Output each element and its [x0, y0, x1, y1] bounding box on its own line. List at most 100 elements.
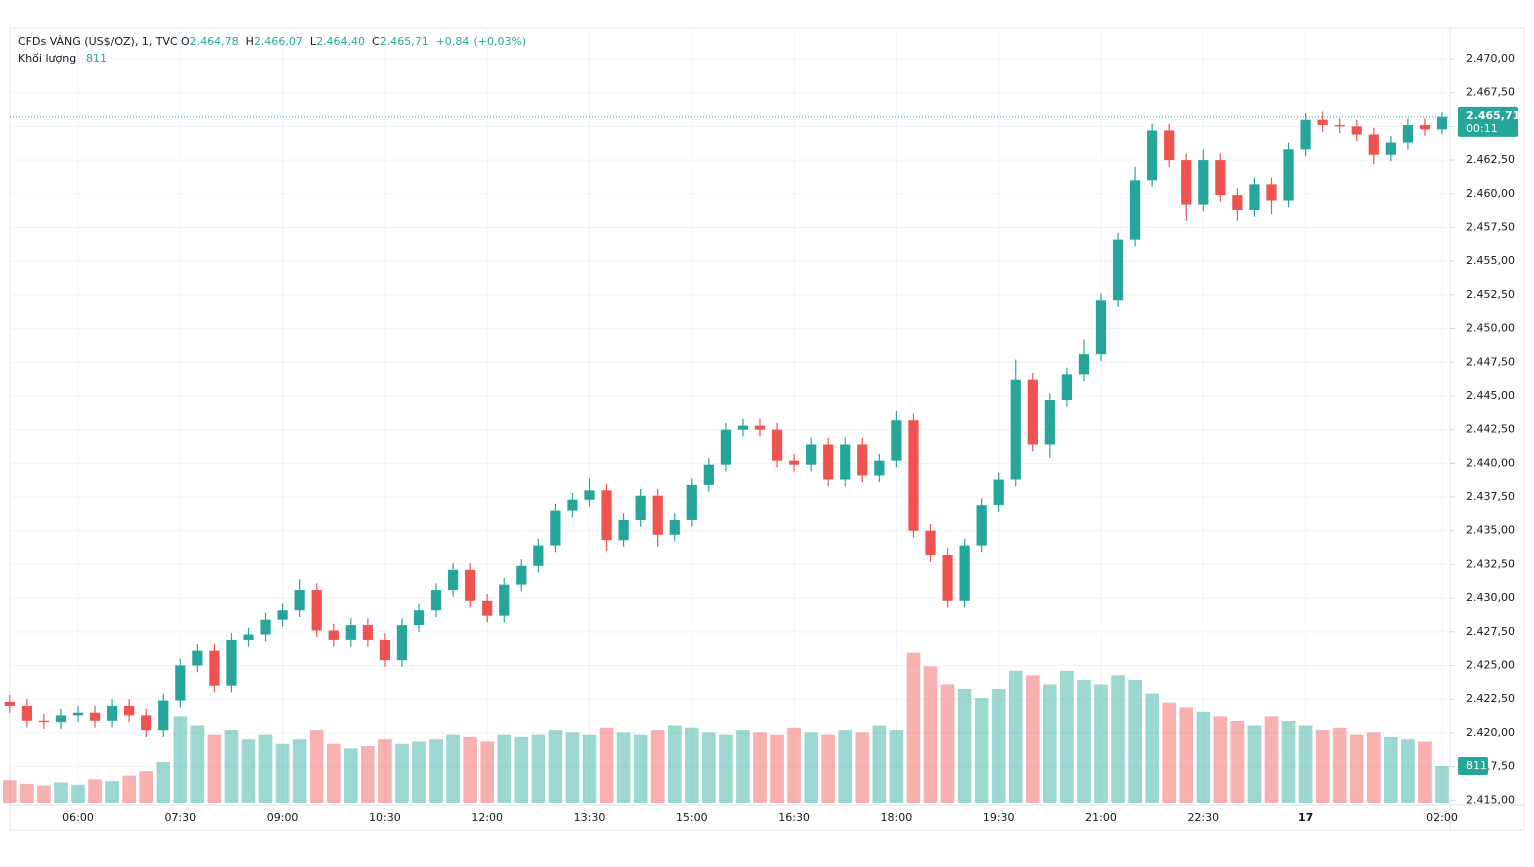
candle-body [1385, 142, 1396, 155]
candle-body [516, 565, 527, 585]
volume-bar [1094, 684, 1108, 803]
candle-body [1351, 126, 1362, 135]
y-tick-label: 2.425,00 [1466, 659, 1515, 672]
candle-body [465, 569, 476, 601]
candle-body [857, 444, 868, 476]
candle-body [1061, 374, 1073, 400]
volume-bar [548, 730, 563, 803]
x-tick-label: 10:30 [369, 811, 401, 824]
y-tick-label: 2.420,00 [1466, 726, 1515, 739]
volume-bar [1043, 684, 1057, 803]
candle-body [618, 519, 629, 541]
y-tick-label: 2.445,00 [1466, 389, 1515, 402]
volume-bar [292, 739, 307, 803]
volume-bar [838, 730, 853, 803]
volume-bar [1298, 725, 1313, 803]
volume-bar [804, 732, 818, 803]
volume-bar [105, 781, 119, 803]
volume-bar [395, 743, 409, 803]
volume-bar [667, 725, 682, 803]
volume-bar [37, 785, 51, 803]
volume-bar [20, 783, 34, 803]
volume-bar [497, 734, 512, 803]
volume-bar [1128, 679, 1142, 803]
candle-body [1368, 134, 1379, 155]
volume-bar [173, 716, 188, 803]
candle-layer [4, 111, 1448, 737]
volume-bar [923, 666, 938, 803]
candle-body [1044, 400, 1055, 445]
candle-body [993, 479, 1004, 506]
candle-body [209, 650, 220, 686]
volume-bar [1247, 725, 1262, 803]
x-tick-label: 15:00 [676, 811, 708, 824]
volume-bar [1060, 670, 1074, 803]
volume-bar [787, 727, 801, 803]
volume-bar [429, 739, 443, 803]
volume-bar [258, 734, 273, 803]
volume-bar [872, 725, 887, 803]
candle-body [345, 625, 356, 640]
candle-body [1027, 379, 1038, 445]
candle-body [754, 425, 766, 430]
candle-body [550, 510, 561, 546]
volume-bar [940, 684, 955, 803]
candle-body [226, 639, 237, 686]
volume-bar [378, 739, 392, 803]
candle-body [1095, 300, 1107, 355]
volume-bar [719, 734, 733, 803]
candle-body [788, 460, 800, 465]
volume-bar [207, 734, 222, 803]
candle-body [635, 495, 646, 520]
candle-body [720, 429, 732, 465]
volume-bar [1179, 707, 1194, 803]
legend-item: +0,84 [436, 35, 470, 48]
candle-body [175, 665, 186, 701]
candle-body [106, 705, 118, 721]
candle-body [413, 610, 425, 626]
candle-body [1402, 125, 1414, 143]
candle-body [1232, 195, 1243, 210]
y-tick-label: 2.427,50 [1466, 625, 1515, 638]
candle-body [686, 484, 697, 520]
volume-bar [514, 736, 529, 803]
y-tick-label: 2.460,00 [1466, 187, 1515, 200]
x-tick-label: 21:00 [1085, 811, 1117, 824]
x-tick-label: 16:30 [778, 811, 810, 824]
volume-bar [88, 779, 102, 803]
candle-body [89, 712, 101, 721]
volume-bar [616, 732, 631, 803]
candle-body [1283, 149, 1294, 201]
candle-body [379, 639, 391, 661]
legend-item: H [246, 35, 254, 48]
candle-body [806, 444, 817, 465]
volume-bar [1401, 739, 1415, 803]
volume-name: Khối lượng [18, 52, 76, 65]
volume-bar [531, 734, 546, 803]
y-tick-label: 2.450,00 [1466, 322, 1515, 335]
legend-item: 2.465,71 [380, 35, 429, 48]
y-tick-label: 2.457,50 [1466, 220, 1515, 233]
volume-bar [821, 734, 836, 803]
volume-bar [1435, 766, 1449, 803]
x-tick-label: 17 [1298, 811, 1313, 824]
candle-body [243, 634, 254, 640]
candle-body [1147, 130, 1158, 181]
candle-body [840, 444, 851, 480]
candle-body [277, 610, 288, 620]
chart-title: CFDs VÀNG (US$/OZ), 1, TVC [18, 35, 178, 48]
candle-body [1249, 184, 1260, 210]
y-tick-label: 2.442,50 [1466, 423, 1515, 436]
volume-bar [361, 746, 375, 803]
volume-bar [1418, 741, 1432, 803]
volume-bar [343, 748, 358, 803]
volume-bar [156, 761, 171, 803]
candle-body [1078, 354, 1090, 375]
price-tag-label: 2.465,71 [1466, 109, 1520, 122]
x-tick-label: 19:30 [983, 811, 1015, 824]
candle-body [1164, 130, 1175, 161]
volume-bar [122, 775, 136, 803]
volume-bar [54, 782, 68, 803]
volume-bar [1196, 711, 1211, 803]
x-tick-label: 22:30 [1187, 811, 1219, 824]
